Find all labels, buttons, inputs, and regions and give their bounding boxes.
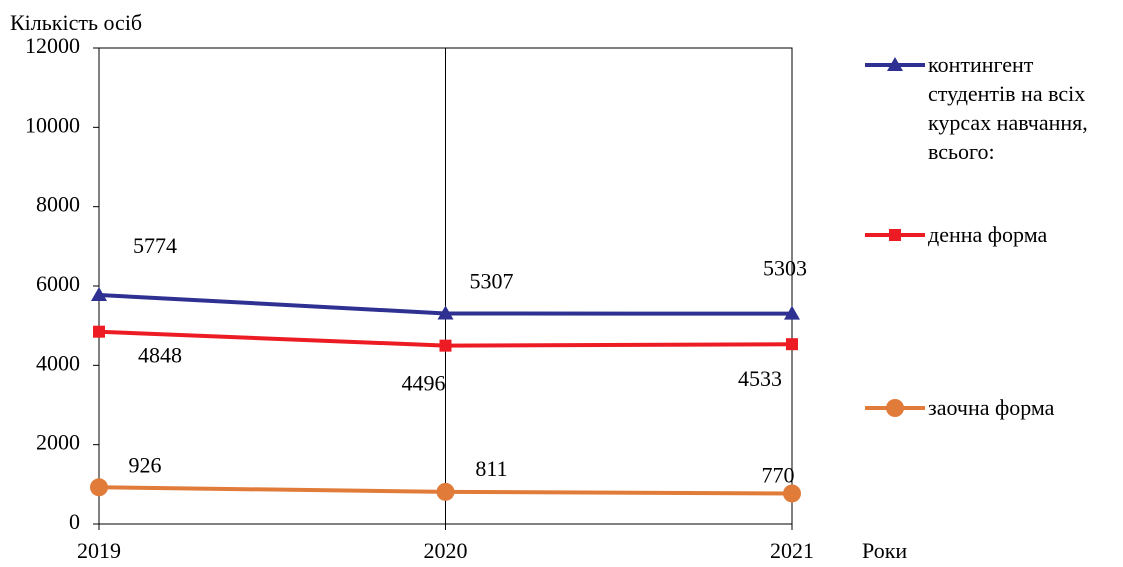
marker xyxy=(886,399,904,417)
data-label: 5774 xyxy=(133,233,177,258)
marker xyxy=(786,338,798,351)
y-tick-label: 2000 xyxy=(36,430,80,455)
y-axis-label: Кількість осіб xyxy=(10,10,142,35)
data-label: 4496 xyxy=(402,371,446,396)
y-tick-label: 10000 xyxy=(25,112,80,137)
data-label: 770 xyxy=(762,463,795,488)
marker xyxy=(436,482,455,501)
y-tick-label: 8000 xyxy=(36,192,80,217)
legend-item: денна форма xyxy=(928,222,1048,247)
x-axis-label: Роки xyxy=(862,538,907,563)
y-tick-label: 12000 xyxy=(25,33,80,58)
marker xyxy=(93,325,105,338)
marker xyxy=(439,339,452,352)
x-tick-label: 2020 xyxy=(424,538,468,563)
y-tick-label: 6000 xyxy=(36,271,80,296)
marker xyxy=(783,484,801,503)
legend-label: денна форма xyxy=(928,222,1048,247)
y-tick-label: 4000 xyxy=(36,350,80,375)
data-label: 926 xyxy=(129,452,162,477)
data-label: 5303 xyxy=(763,256,807,281)
data-label: 5307 xyxy=(470,269,514,294)
y-tick-label: 0 xyxy=(69,509,80,534)
marker xyxy=(90,478,108,497)
legend-item: контингент студентів на всіх курсах навч… xyxy=(928,52,1088,164)
data-label: 4533 xyxy=(738,366,782,391)
marker xyxy=(784,305,800,320)
marker xyxy=(887,57,903,71)
data-label: 811 xyxy=(475,456,507,481)
legend-item: заочна форма xyxy=(928,395,1055,420)
x-tick-label: 2021 xyxy=(770,538,814,563)
x-tick-label: 2019 xyxy=(77,538,121,563)
marker xyxy=(91,286,107,301)
data-label: 4848 xyxy=(138,343,182,368)
marker xyxy=(889,229,901,241)
legend-label: контингент студентів на всіх курсах навч… xyxy=(928,52,1088,164)
legend-label: заочна форма xyxy=(928,395,1055,420)
marker xyxy=(437,305,454,320)
